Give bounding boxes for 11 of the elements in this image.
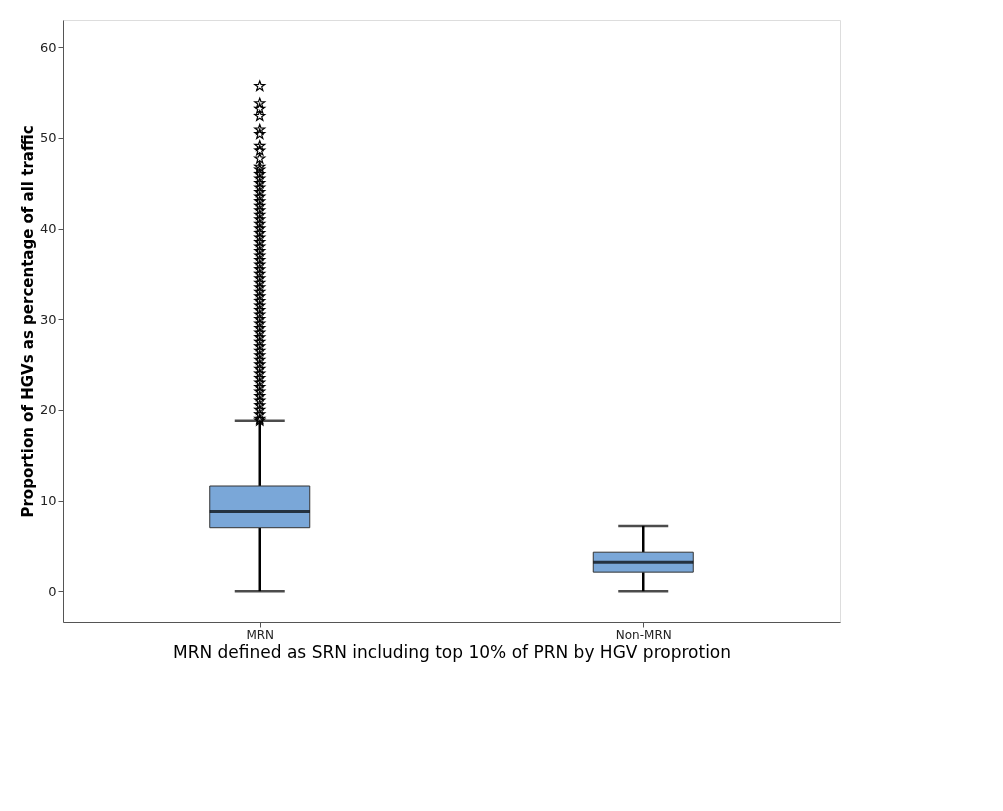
x-tick-label: MRN	[246, 627, 275, 642]
y-tick-label: 20	[39, 402, 57, 418]
y-axis-title: Proportion of HGVs as percentage of all traffic	[18, 125, 37, 518]
y-tick-label: 50	[39, 130, 57, 146]
x-tick-label: Non-MRN	[615, 627, 672, 642]
y-tick-label: 30	[39, 311, 57, 327]
y-tick-label: 60	[39, 39, 57, 55]
y-tick-label: 40	[39, 221, 57, 237]
y-tick-label: 0	[48, 583, 57, 599]
y-tick-label: 10	[39, 493, 57, 509]
x-axis-title: MRN defined as SRN including top 10% of PRN by HGV proprotion	[172, 641, 732, 662]
